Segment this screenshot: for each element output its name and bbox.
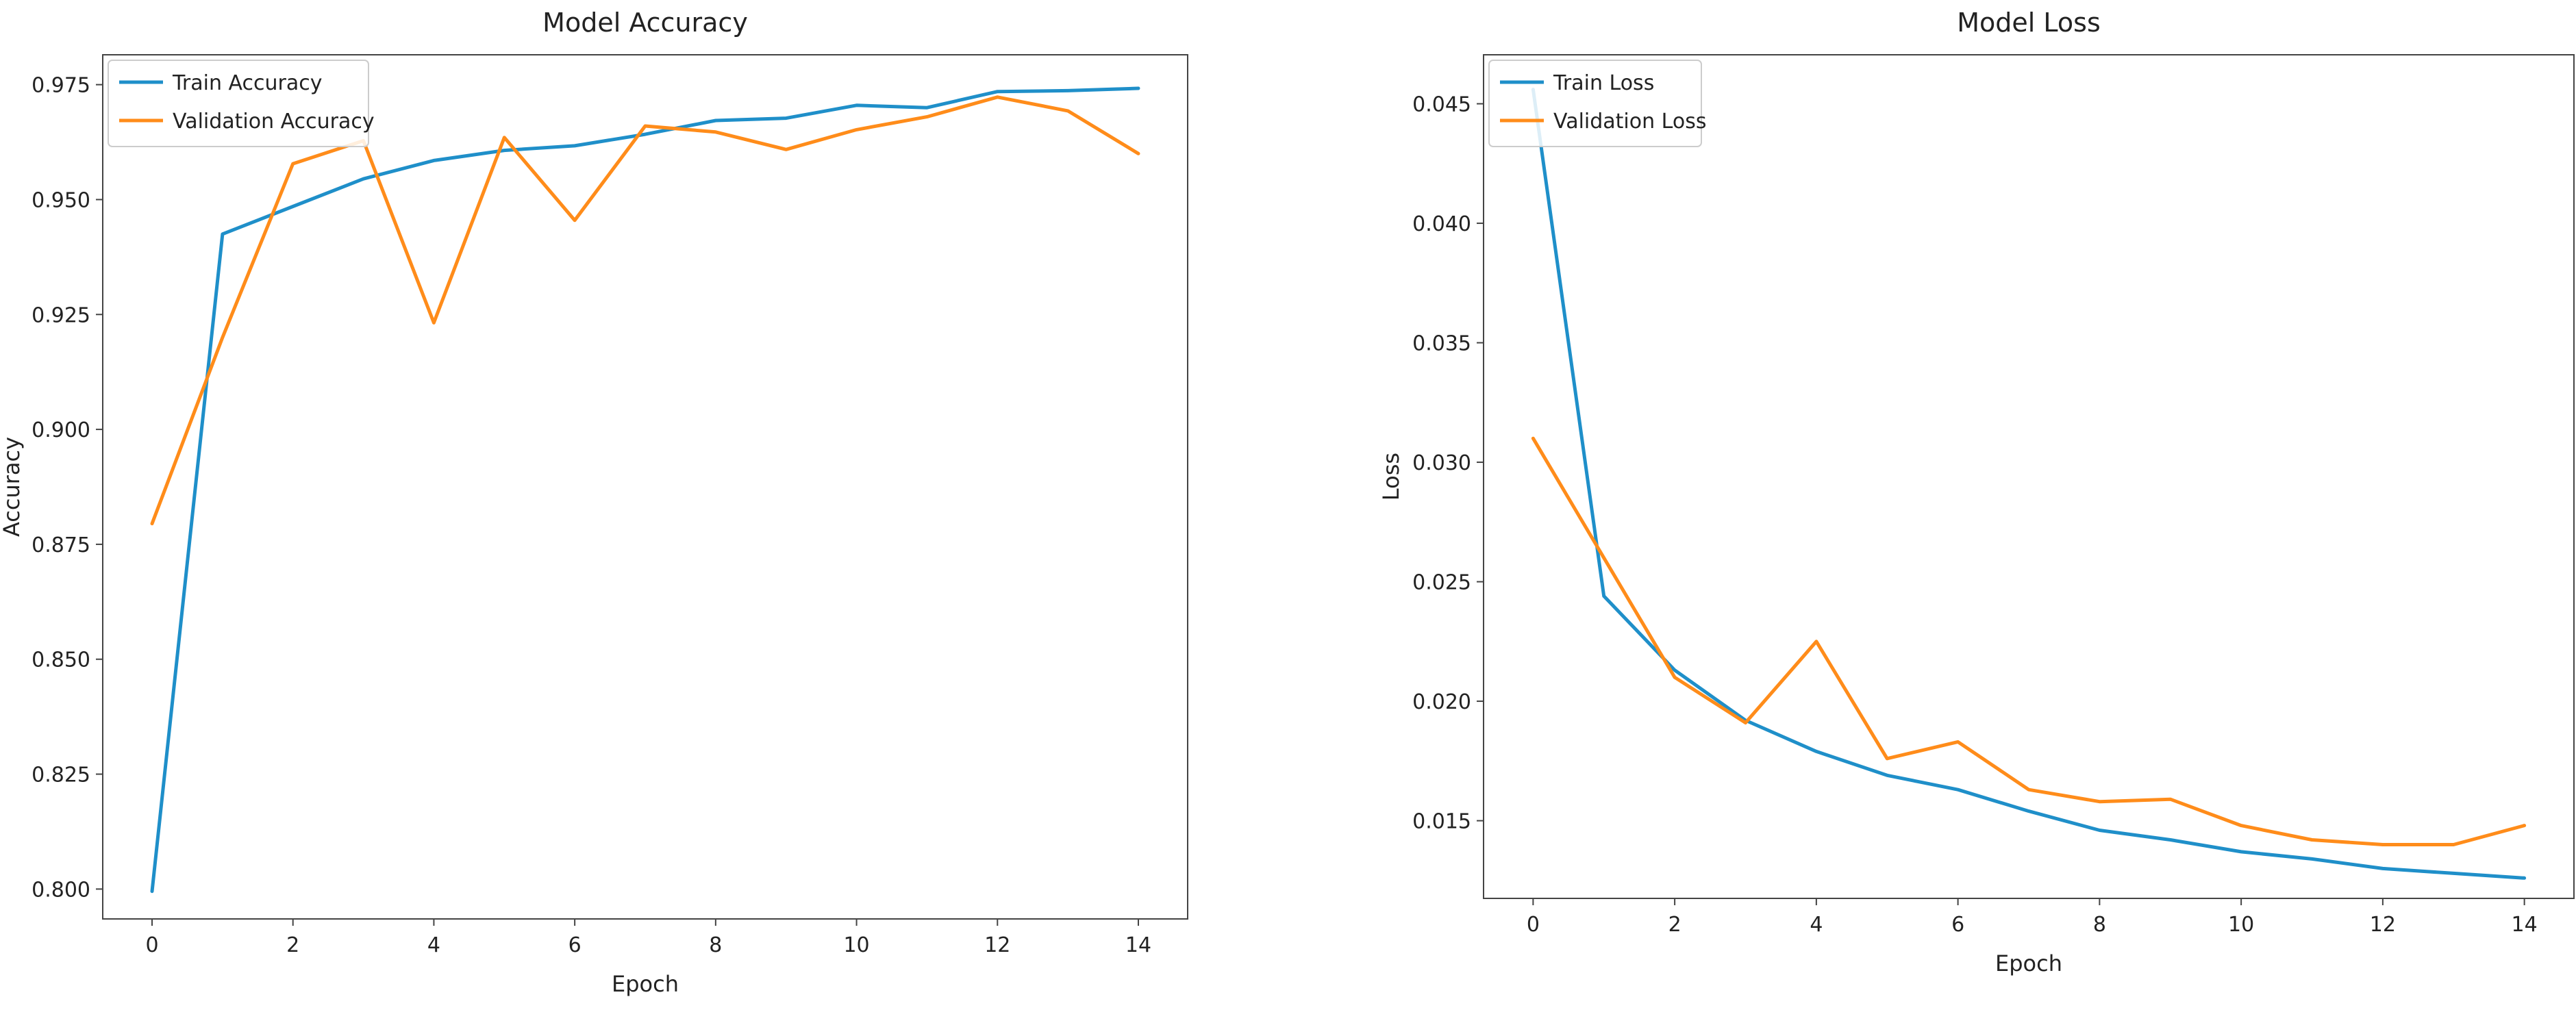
series-line-train-loss	[1531, 88, 2527, 880]
y-tick-label: 0.020	[1412, 690, 1471, 714]
x-tick-label: 14	[1125, 933, 1151, 957]
loss-chart: Model Loss 0 2 4 6 8 10 12 14 0.0150.0200.0250.…	[1378, 8, 2575, 976]
x-tick-label: 10	[2228, 913, 2254, 937]
y-axis-label: Loss	[1378, 453, 1404, 501]
chart-title: Model Loss	[1957, 8, 2101, 38]
x-tick-label: 0	[145, 933, 158, 957]
legend-label-train-accuracy: Train Accuracy	[172, 71, 322, 95]
x-tick-label: 14	[2512, 913, 2538, 937]
legend: Train Accuracy Validation Accuracy	[108, 60, 375, 147]
y-tick-label: 0.900	[32, 418, 90, 442]
y-tick-label: 0.015	[1412, 810, 1471, 834]
chart-title: Model Accuracy	[542, 8, 748, 38]
y-tick-label: 0.800	[32, 878, 90, 902]
x-tick-label: 10	[843, 933, 869, 957]
x-axis: 0 2 4 6 8 10 12 14	[1527, 898, 2538, 937]
y-tick-label: 0.875	[32, 533, 90, 557]
y-tick-label: 0.035	[1412, 332, 1471, 356]
x-tick-label: 8	[709, 933, 722, 957]
legend-label-train-loss: Train Loss	[1553, 71, 1654, 95]
x-tick-label: 2	[286, 933, 299, 957]
accuracy-chart: Model Accuracy 0 2 4 6 8 10 12 14 0.8000.8250.8…	[0, 8, 1188, 997]
series-line-validation-accuracy	[150, 95, 1140, 526]
legend: Train Loss Validation Loss	[1488, 60, 1706, 147]
y-tick-label: 0.025	[1412, 571, 1471, 595]
series-line-validation-loss	[1531, 436, 2527, 846]
y-axis: 0.800 0.825 0.850 0.875 0.900 0.925 0.950 0.975	[32, 74, 103, 902]
y-tick-label: 0.950	[32, 188, 90, 212]
x-tick-label: 4	[427, 933, 440, 957]
plot-area-frame	[1483, 54, 2575, 899]
legend-label-validation-loss: Validation Loss	[1553, 110, 1706, 134]
x-tick-label: 6	[568, 933, 582, 957]
x-tick-label: 4	[1810, 913, 1823, 937]
y-tick-label: 0.850	[32, 648, 90, 672]
x-tick-label: 8	[2093, 913, 2106, 937]
x-axis: 0 2 4 6 8 10 12 14	[145, 919, 1151, 957]
y-tick-label: 0.030	[1412, 451, 1471, 475]
legend-box	[108, 60, 369, 147]
y-axis: 0.015 0.020 0.025 0.030 0.035 0.040 0.045	[1412, 93, 1484, 834]
y-tick-label: 0.045	[1412, 93, 1471, 117]
y-axis-label: Accuracy	[0, 437, 25, 537]
y-tick-label: 0.040	[1412, 212, 1471, 236]
x-tick-label: 12	[984, 933, 1010, 957]
x-tick-label: 12	[2370, 913, 2396, 937]
series-line-train-accuracy	[150, 86, 1140, 894]
plot-area-frame	[102, 54, 1188, 920]
x-axis-label: Epoch	[1995, 950, 2062, 976]
legend-label-validation-accuracy: Validation Accuracy	[173, 110, 375, 134]
y-tick-label: 0.825	[32, 763, 90, 787]
x-tick-label: 6	[1951, 913, 1964, 937]
x-axis-label: Epoch	[612, 971, 679, 997]
x-tick-label: 2	[1668, 913, 1681, 937]
y-tick-label: 0.975	[32, 74, 90, 98]
series-layer	[1531, 88, 2527, 880]
series-layer	[150, 86, 1140, 894]
y-tick-label: 0.925	[32, 303, 90, 327]
x-tick-label: 0	[1527, 913, 1540, 937]
